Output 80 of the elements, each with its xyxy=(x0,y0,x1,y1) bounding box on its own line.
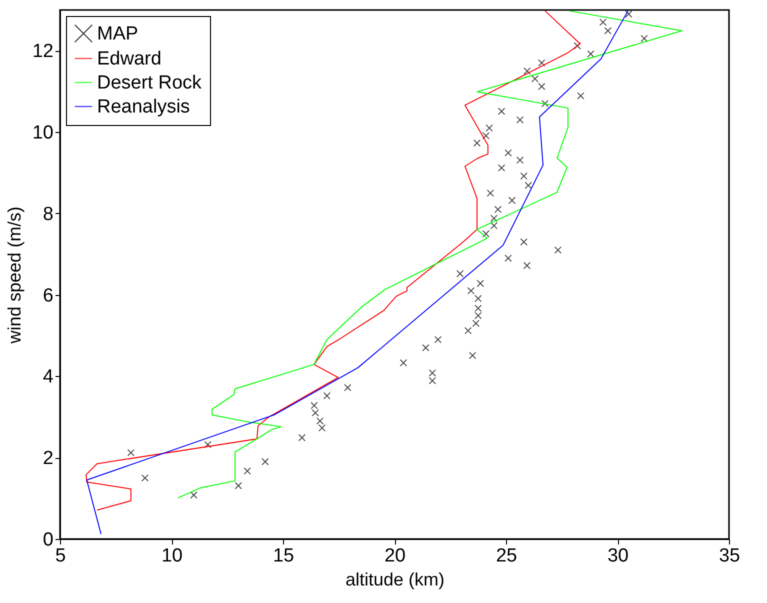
point xyxy=(428,377,436,384)
y-tick-label: 10 xyxy=(32,122,54,144)
point xyxy=(587,50,594,58)
point xyxy=(473,139,481,147)
point xyxy=(524,182,532,190)
point xyxy=(524,67,531,75)
y-axis-title: wind speed (m/s) xyxy=(4,206,24,345)
point xyxy=(474,304,482,312)
legend-label: Reanalysis xyxy=(97,96,190,118)
legend-label: MAP xyxy=(97,24,138,44)
legend-label: Edward xyxy=(97,48,162,70)
x-tick-label: 35 xyxy=(718,546,740,566)
point xyxy=(422,344,430,352)
point xyxy=(490,222,498,230)
point xyxy=(474,294,482,302)
x-tick-label: 25 xyxy=(496,546,518,566)
point xyxy=(318,424,326,432)
point xyxy=(464,326,472,334)
point xyxy=(467,287,475,294)
point xyxy=(400,359,408,366)
point xyxy=(577,92,584,100)
point xyxy=(494,206,502,214)
point xyxy=(538,59,546,67)
point xyxy=(472,320,480,327)
y-tick-label: 2 xyxy=(42,448,54,470)
point xyxy=(640,34,648,42)
point xyxy=(262,458,269,466)
point xyxy=(541,100,549,108)
point xyxy=(554,246,562,254)
x-tick-label: 30 xyxy=(607,546,629,566)
point xyxy=(190,491,198,499)
point xyxy=(234,482,242,490)
point xyxy=(204,440,212,448)
point xyxy=(482,132,490,140)
point xyxy=(490,214,498,222)
point xyxy=(310,402,318,410)
point xyxy=(141,474,149,482)
point xyxy=(538,82,546,90)
point xyxy=(531,75,539,82)
legend-label: Desert Rock xyxy=(97,72,202,94)
y-tick-label: 12 xyxy=(32,41,54,62)
point xyxy=(624,10,632,18)
point xyxy=(599,18,607,26)
point xyxy=(323,392,331,400)
y-tick-label: 4 xyxy=(42,366,54,388)
point xyxy=(504,254,512,262)
point xyxy=(504,149,512,156)
y-tick-label: 6 xyxy=(42,285,54,306)
point xyxy=(498,108,506,115)
point xyxy=(298,434,306,442)
point xyxy=(498,164,506,172)
point xyxy=(244,467,251,475)
point xyxy=(520,238,528,246)
point xyxy=(486,124,493,132)
x-tick-label: 5 xyxy=(55,546,66,566)
point xyxy=(344,384,352,392)
point xyxy=(316,417,324,425)
point xyxy=(486,189,494,197)
point xyxy=(508,196,516,204)
point xyxy=(456,270,464,278)
point xyxy=(434,336,442,344)
point xyxy=(468,352,476,360)
point xyxy=(428,369,436,377)
x-axis-title: altitude (km) xyxy=(345,570,445,590)
point xyxy=(516,116,524,124)
point xyxy=(604,27,612,34)
x-tick-label: 15 xyxy=(272,546,294,566)
y-tick-label: 0 xyxy=(42,530,54,550)
point xyxy=(574,42,582,50)
point xyxy=(474,312,482,320)
y-tick-label: 8 xyxy=(42,204,54,225)
point xyxy=(476,280,484,288)
x-tick-label: 10 xyxy=(161,546,183,566)
point xyxy=(523,262,531,270)
x-tick-label: 20 xyxy=(384,546,406,566)
point xyxy=(127,449,135,456)
point xyxy=(520,172,528,180)
point xyxy=(482,230,490,238)
point xyxy=(516,156,524,164)
point xyxy=(312,409,319,417)
